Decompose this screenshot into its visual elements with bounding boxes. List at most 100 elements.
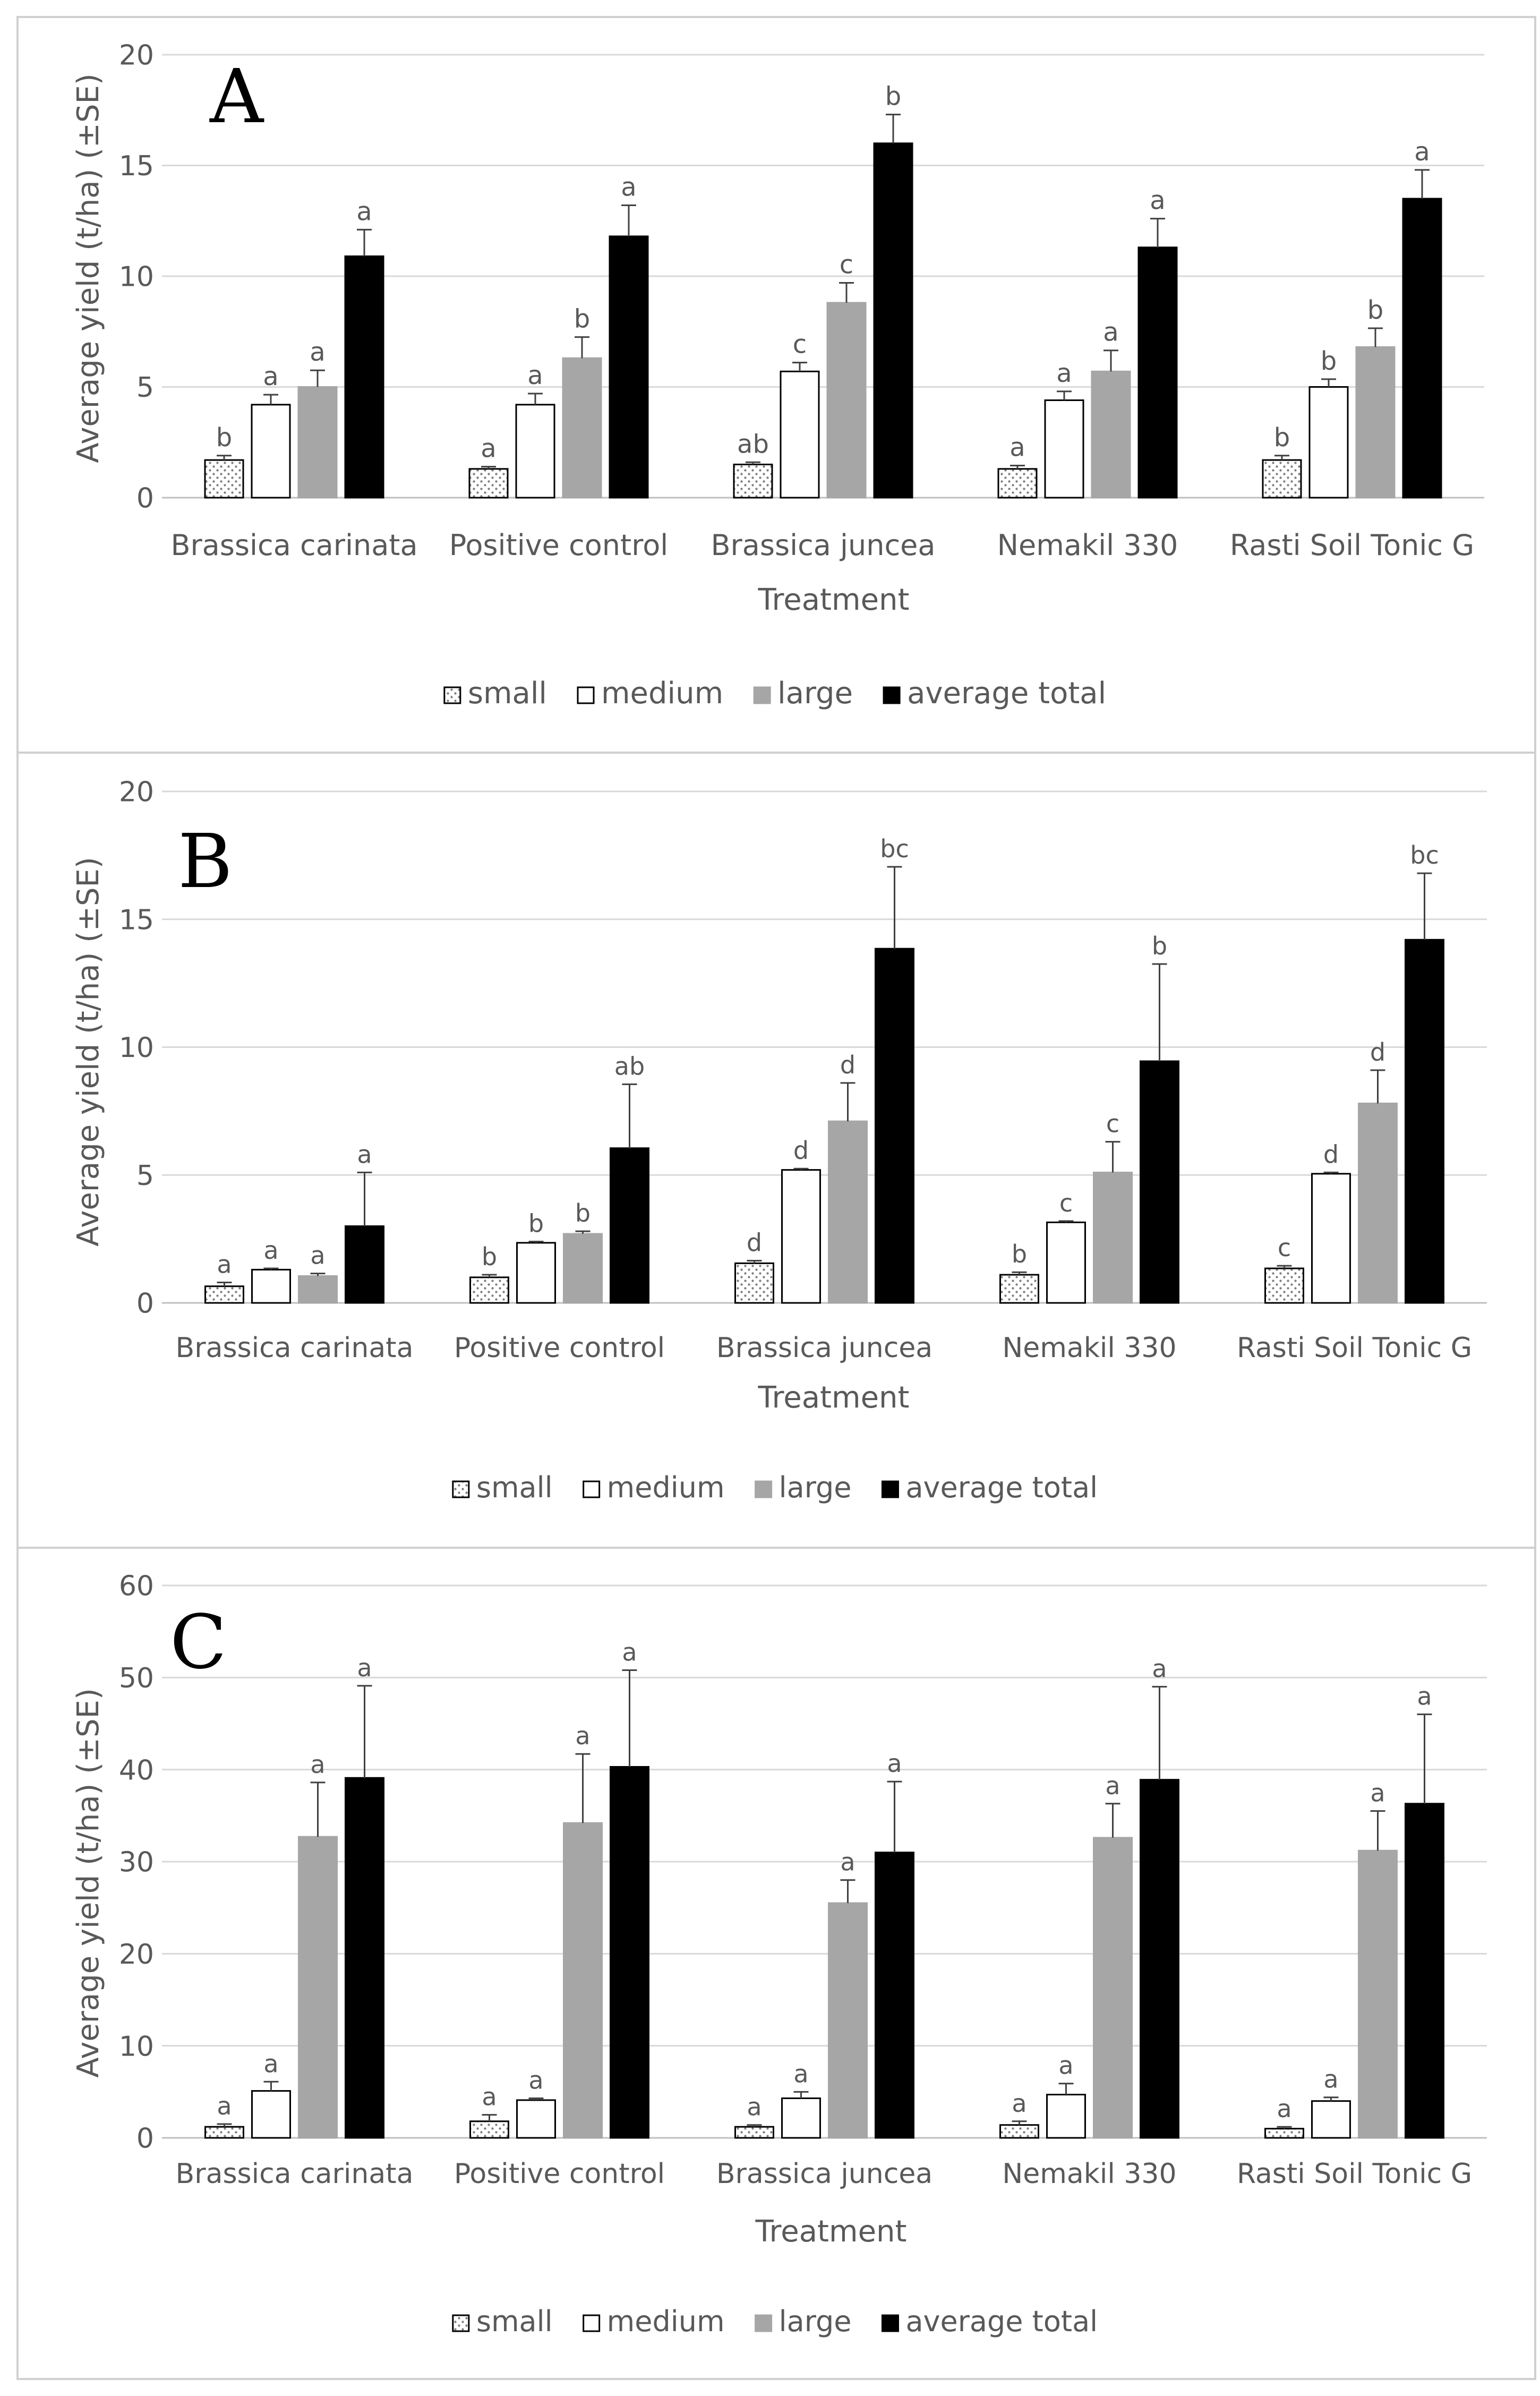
- chart-panel-c: C Average yield (t/ha) (±SE) Treatment 0…: [16, 1547, 1536, 2380]
- bar-large: [1091, 370, 1131, 499]
- legend-swatch-total: [881, 2314, 899, 2332]
- bar-large: [563, 1822, 603, 2139]
- significance-letter: a: [310, 1241, 325, 1270]
- legend-item-large: large: [755, 2305, 851, 2338]
- significance-letter: a: [621, 173, 636, 202]
- bar-large: [1355, 346, 1396, 499]
- significance-letter: a: [217, 1250, 232, 1278]
- panel-c-bars: a a a a a a a a a a a a a a a a a a a a: [204, 1638, 1444, 2139]
- legend-swatch-total: [883, 686, 901, 704]
- bar-small: [999, 1274, 1039, 1304]
- legend-swatch-large: [755, 2314, 773, 2332]
- significance-letter: b: [1274, 423, 1290, 453]
- bar-total: [609, 235, 649, 499]
- y-tick-label: 20: [119, 40, 154, 72]
- significance-letter: b: [528, 1209, 544, 1238]
- y-tick-label: 5: [136, 1160, 154, 1192]
- bar-total: [875, 1852, 914, 2139]
- bar-medium: [1311, 2100, 1351, 2139]
- panel-a-y-axis-label: Average yield (t/ha) (±SE): [71, 73, 106, 463]
- panel-b-category-labels: Brassica carinata Positive control Brassic…: [176, 1332, 1473, 1364]
- panel-b-y-axis-label: Average yield (t/ha) (±SE): [71, 857, 106, 1247]
- bar-large: [828, 1902, 868, 2139]
- legend-swatch-medium: [583, 2314, 601, 2332]
- significance-letter: a: [357, 1653, 372, 1682]
- significance-letter: ab: [614, 1052, 645, 1080]
- panel-c-legend: small medium large average total: [452, 2305, 1098, 2338]
- bar-medium: [780, 370, 820, 499]
- significance-letter: a: [263, 2049, 278, 2078]
- legend-item-total: average total: [883, 676, 1106, 711]
- panel-c-category-labels: Brassica carinata Positive control Brassic…: [176, 2158, 1473, 2190]
- bar-medium: [251, 1268, 291, 1304]
- bar-small: [468, 468, 509, 499]
- significance-letter: a: [1105, 1771, 1120, 1800]
- significance-letter: a: [575, 1721, 590, 1750]
- significance-letter: a: [217, 2092, 232, 2120]
- category-label: Rasti Soil Tonic G: [1230, 528, 1474, 562]
- significance-letter: b: [885, 82, 901, 112]
- bar-total: [345, 1777, 384, 2139]
- significance-letter: b: [1321, 346, 1337, 376]
- y-tick-label: 0: [136, 2123, 154, 2155]
- panel-c-letter: C: [170, 1599, 227, 1686]
- significance-letter: d: [1323, 1140, 1339, 1169]
- bar-medium: [251, 404, 291, 499]
- bar-small: [1264, 2128, 1304, 2139]
- y-tick-label: 5: [136, 372, 154, 404]
- bar-medium: [516, 1242, 556, 1304]
- legend-label-large: large: [779, 1471, 852, 1504]
- category-label: Brassica carinata: [176, 1332, 414, 1364]
- y-tick-label: 10: [119, 1032, 154, 1064]
- y-tick-label: 30: [119, 1847, 154, 1879]
- significance-letter: a: [310, 1750, 325, 1779]
- legend-swatch-large: [753, 686, 771, 704]
- significance-letter: a: [1417, 1682, 1432, 1711]
- significance-letter: c: [793, 330, 807, 360]
- bar-total: [875, 948, 914, 1304]
- bar-large: [298, 1275, 338, 1304]
- significance-letter: b: [574, 304, 590, 334]
- bar-large: [297, 386, 338, 499]
- significance-letter: a: [622, 1638, 637, 1666]
- category-label: Positive control: [454, 1332, 665, 1364]
- significance-letter: a: [1414, 137, 1430, 167]
- significance-letter: a: [1370, 1779, 1385, 1807]
- legend-swatch-small: [452, 2314, 470, 2332]
- significance-letter: bc: [1410, 841, 1439, 869]
- category-label: Positive control: [454, 2158, 665, 2190]
- legend-item-total: average total: [881, 1471, 1098, 1504]
- bar-small: [469, 1276, 509, 1304]
- y-tick-label: 60: [119, 1571, 154, 1602]
- bar-total: [1402, 198, 1442, 499]
- y-tick-label: 20: [119, 777, 154, 808]
- panel-a-x-axis-label: Treatment: [758, 583, 910, 617]
- bar-medium: [515, 404, 555, 499]
- significance-letter: a: [310, 337, 325, 367]
- bar-medium: [1046, 2094, 1086, 2139]
- significance-letter: b: [1012, 1240, 1027, 1268]
- significance-letter: a: [1058, 2051, 1073, 2080]
- y-tick-label: 10: [119, 2031, 154, 2062]
- bar-large: [826, 302, 867, 499]
- legend-label-small: small: [468, 676, 547, 711]
- bar-total: [345, 1225, 384, 1304]
- legend-item-large: large: [753, 676, 853, 711]
- bar-medium: [781, 2097, 821, 2139]
- legend-label-medium: medium: [601, 676, 723, 711]
- category-label: Rasti Soil Tonic G: [1237, 1332, 1472, 1364]
- bar-total: [873, 142, 913, 499]
- legend-item-large: large: [755, 1471, 852, 1504]
- bar-total: [610, 1147, 649, 1304]
- bar-large: [1358, 1849, 1398, 2139]
- bar-large: [1093, 1837, 1133, 2139]
- panel-c-x-axis-label: Treatment: [755, 2214, 907, 2249]
- significance-letter: a: [1277, 2094, 1291, 2123]
- legend-swatch-medium: [583, 1480, 601, 1498]
- legend-swatch-total: [881, 1480, 899, 1498]
- bar-total: [1405, 939, 1444, 1304]
- significance-letter: a: [528, 2066, 543, 2094]
- bar-large: [828, 1120, 868, 1304]
